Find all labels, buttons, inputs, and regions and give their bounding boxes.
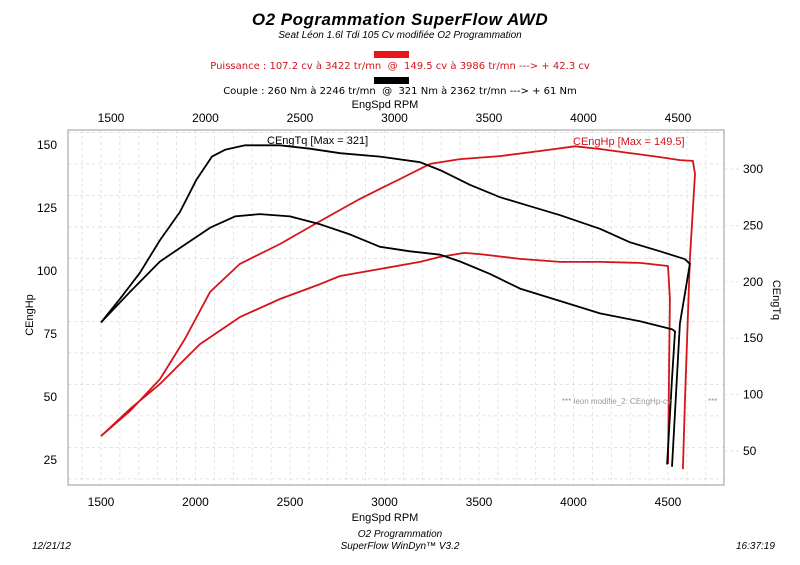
- y-tick-label: 50: [44, 390, 58, 404]
- chart-title: O2 Pogrammation SuperFlow AWD: [251, 10, 549, 29]
- torque-summary: Couple : 260 Nm à 2246 tr/mn @ 321 Nm à …: [223, 86, 577, 97]
- x-tick-label: 3000: [371, 495, 398, 509]
- x-tick-label-top: 2500: [287, 111, 314, 125]
- y-tick-label-right: 300: [743, 162, 763, 176]
- plot-frame: [67, 129, 725, 486]
- y-tick-label: 75: [44, 327, 58, 341]
- y-tick-label: 25: [44, 453, 58, 467]
- footer-time: 16:37:19: [736, 541, 775, 552]
- y-tick-label: 125: [37, 201, 57, 215]
- x-tick-label-top: 4000: [570, 111, 597, 125]
- y-tick-label: 150: [37, 138, 57, 152]
- series-line-cenghp-modified: [100, 145, 696, 470]
- footer-date: 12/21/12: [32, 541, 71, 552]
- y-axis-label-left: CEngHp: [24, 294, 36, 336]
- x-tick-label: 4500: [655, 495, 682, 509]
- y-tick-label-right: 150: [743, 331, 763, 345]
- series-lines: [100, 144, 696, 470]
- x-tick-label-top: 2000: [192, 111, 219, 125]
- x-tick-label: 1500: [88, 495, 115, 509]
- footer-brand-line1: O2 Programmation: [357, 529, 443, 540]
- x-axis-label-top: EngSpd RPM: [352, 99, 419, 111]
- x-tick-label: 4000: [560, 495, 587, 509]
- x-tick-label: 3500: [466, 495, 493, 509]
- x-tick-label-top: 3000: [381, 111, 408, 125]
- x-tick-label-top: 3500: [476, 111, 503, 125]
- y-tick-label-right: 200: [743, 275, 763, 289]
- y-tick-label-right: 100: [743, 388, 763, 402]
- y-tick-label-right: 50: [743, 444, 757, 458]
- x-tick-label-top: 4500: [665, 111, 692, 125]
- x-tick-label-top: 1500: [98, 111, 125, 125]
- legend-note: *** leon modifie_2: CEngHp-cv: [562, 397, 671, 406]
- footer-brand-line2: SuperFlow WinDyn™ V3.2: [340, 541, 460, 552]
- torque-legend-swatch: [374, 77, 409, 84]
- series-line-cengtq-modified: [100, 144, 691, 467]
- power-legend-swatch: [374, 51, 409, 58]
- series-line-cengtq-stock: [100, 213, 676, 465]
- torque-max-annotation: CEngTq [Max = 321]: [267, 135, 368, 147]
- grid: [68, 130, 724, 485]
- y-tick-label-right: 250: [743, 218, 763, 232]
- power-max-annotation: CEngHp [Max = 149.5]: [573, 136, 685, 148]
- x-tick-label: 2500: [277, 495, 304, 509]
- y-tick-label: 100: [37, 264, 57, 278]
- series-line-cenghp-stock: [100, 251, 671, 465]
- x-tick-label: 2000: [182, 495, 209, 509]
- chart-subtitle: Seat Léon 1.6l Tdi 105 Cv modifiée O2 Pr…: [278, 30, 522, 41]
- legend-note-tail: ***: [708, 397, 717, 406]
- power-summary: Puissance : 107.2 cv à 3422 tr/mn @ 149.…: [210, 61, 590, 72]
- ticks: 1500 1500 2000 2000 2500 2500 3000 3000 3500 3500…: [37, 111, 763, 509]
- x-axis-label: EngSpd RPM: [352, 512, 419, 524]
- y-axis-label-right: CEngTq: [770, 280, 782, 320]
